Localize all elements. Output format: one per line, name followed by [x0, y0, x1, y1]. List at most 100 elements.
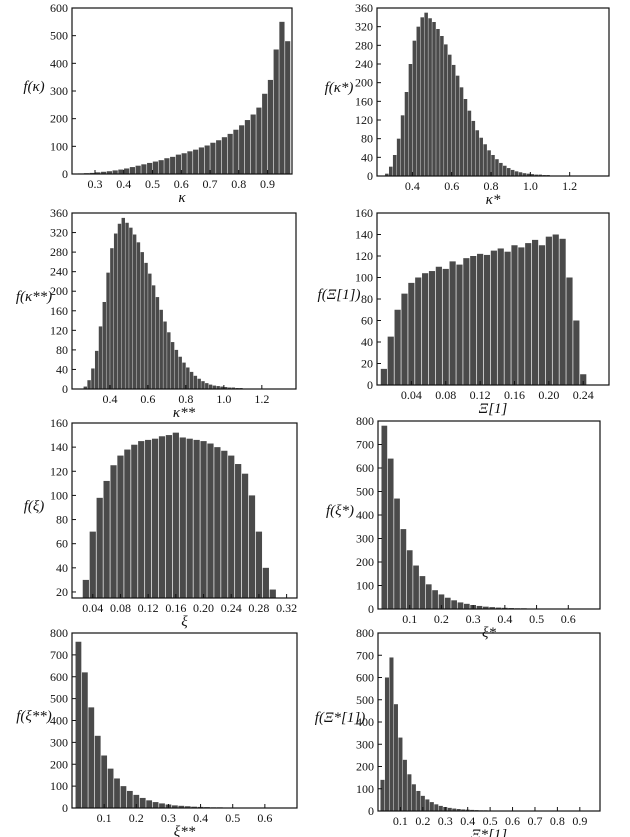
- histogram-bar: [256, 107, 262, 174]
- histogram-xi-star: 0 100 200 300 400 500 600 700 800 0.1 0.2 0.3 0.4 0.5…: [326, 414, 601, 641]
- histogram-bar: [467, 110, 472, 176]
- histogram-bar: [559, 238, 566, 385]
- y-tick-label: 100: [355, 271, 373, 285]
- y-axis-label: f(Ξ[1]): [318, 287, 361, 303]
- histogram-bar: [170, 342, 175, 389]
- y-tick-label: 100: [50, 779, 68, 793]
- x-tick-label: 0.20: [193, 601, 214, 615]
- histogram-bar: [204, 145, 210, 174]
- histogram-bar: [114, 778, 120, 808]
- histogram-bar: [269, 589, 276, 598]
- histogram-bar: [459, 87, 464, 176]
- x-tick-label: 0.6: [561, 612, 576, 626]
- histogram-bar: [267, 79, 274, 174]
- x-axis-label: ξ**: [174, 824, 196, 837]
- histogram-bar: [121, 217, 125, 389]
- histogram-bar: [158, 436, 166, 598]
- plot-frame: [71, 422, 298, 599]
- y-tick-label: 360: [355, 1, 373, 15]
- x-axis-label: κ*: [486, 192, 501, 208]
- histogram-bar: [262, 93, 268, 174]
- histogram-bar: [436, 29, 440, 176]
- histogram-bar: [497, 248, 504, 385]
- y-tick-label: 360: [50, 206, 68, 220]
- y-tick-label: 300: [50, 735, 68, 749]
- y-axis-label: f(κ**): [16, 289, 52, 305]
- histogram-bar: [171, 805, 178, 809]
- histogram-bar: [228, 455, 235, 598]
- histogram-bar: [201, 381, 205, 389]
- histogram-bar: [139, 797, 146, 808]
- x-tick-label: 0.8: [178, 392, 193, 406]
- y-tick-label: 80: [361, 292, 373, 306]
- histogram-xi-double-star: 0 100 200 300 400 500 600 700 800 0.1 0.2 0.3 0.4 0.5…: [16, 626, 298, 837]
- x-tick-label: 0.6: [140, 392, 155, 406]
- histogram-bar: [118, 169, 124, 174]
- y-tick-label: 320: [50, 226, 68, 240]
- histogram-bar: [132, 234, 137, 389]
- histogram-bar: [406, 550, 413, 609]
- x-tick-label: 0.3: [161, 811, 176, 825]
- plot-area: 0 40 80 120 160 200 240 280 320 360 0.4 0.6 0.8 1.0 1.…: [16, 206, 297, 421]
- histogram-bar: [117, 455, 124, 598]
- histogram-kappa: 0 100 200 300 400 500 600 0.3 0.4 0.5 0.6 0.7 0.8 0.9…: [23, 1, 293, 206]
- histogram-bar: [413, 565, 419, 609]
- y-tick-label: 200: [356, 760, 374, 774]
- histogram-bar: [552, 234, 559, 385]
- y-tick-label: 160: [50, 304, 68, 318]
- histogram-bar: [131, 444, 138, 598]
- x-tick-label: 0.9: [260, 177, 275, 191]
- histogram-bar: [408, 282, 415, 386]
- y-tick-label: 140: [355, 228, 373, 242]
- y-tick-label: 500: [50, 29, 68, 43]
- histogram-bar: [163, 321, 167, 389]
- plot-area: 0 100 200 300 400 500 600 700 800 0.1 0.2 0.3 0.4 0.5…: [315, 626, 601, 837]
- histogram-bar: [250, 114, 256, 174]
- y-tick-label: 40: [56, 362, 68, 376]
- histogram-bar: [214, 447, 221, 598]
- y-tick-label: 60: [56, 537, 68, 551]
- y-tick-label: 600: [356, 461, 374, 475]
- y-tick-label: 300: [356, 737, 374, 751]
- histogram-bar: [88, 707, 95, 808]
- histogram-bar: [145, 439, 152, 598]
- histogram-bar: [221, 137, 228, 174]
- histogram-bar: [113, 233, 118, 389]
- histogram-bar: [212, 385, 217, 389]
- y-tick-label: 500: [50, 692, 68, 706]
- histogram-bar: [216, 386, 220, 389]
- y-axis-label: f(Ξ*[1]): [315, 710, 365, 726]
- histogram-bar: [400, 529, 407, 609]
- y-tick-label: 600: [50, 1, 68, 15]
- histogram-bar: [181, 153, 187, 174]
- y-tick-label: 700: [50, 648, 68, 662]
- histogram-bar: [193, 375, 198, 389]
- histogram-bar: [125, 222, 129, 389]
- y-tick-label: 0: [62, 801, 68, 815]
- y-tick-label: 40: [56, 561, 68, 575]
- histogram-bar: [452, 808, 457, 811]
- histogram-bar: [477, 253, 484, 385]
- histogram-bar: [510, 169, 515, 176]
- histogram-bar: [415, 277, 422, 385]
- x-tick-label: 0.32: [276, 601, 297, 615]
- x-tick-label: 0.6: [257, 811, 272, 825]
- x-tick-label: 0.7: [527, 814, 542, 828]
- x-tick-label: 0.3: [88, 177, 103, 191]
- histogram-bar: [279, 21, 285, 174]
- y-tick-label: 500: [356, 485, 374, 499]
- histogram-bar: [193, 439, 200, 598]
- x-tick-label: 0.3: [438, 814, 453, 828]
- histogram-bar: [167, 332, 171, 389]
- histogram-bar: [178, 356, 182, 389]
- histogram-bar: [129, 167, 135, 174]
- x-tick-label: 0.6: [505, 814, 520, 828]
- histogram-bar: [148, 273, 152, 389]
- histogram-bar: [101, 171, 107, 174]
- histogram-bar: [110, 248, 114, 389]
- histogram-bar: [511, 245, 518, 385]
- y-tick-label: 200: [355, 76, 373, 90]
- histogram-bar: [216, 140, 222, 174]
- y-tick-label: 20: [361, 357, 373, 371]
- histogram-bar: [470, 256, 477, 385]
